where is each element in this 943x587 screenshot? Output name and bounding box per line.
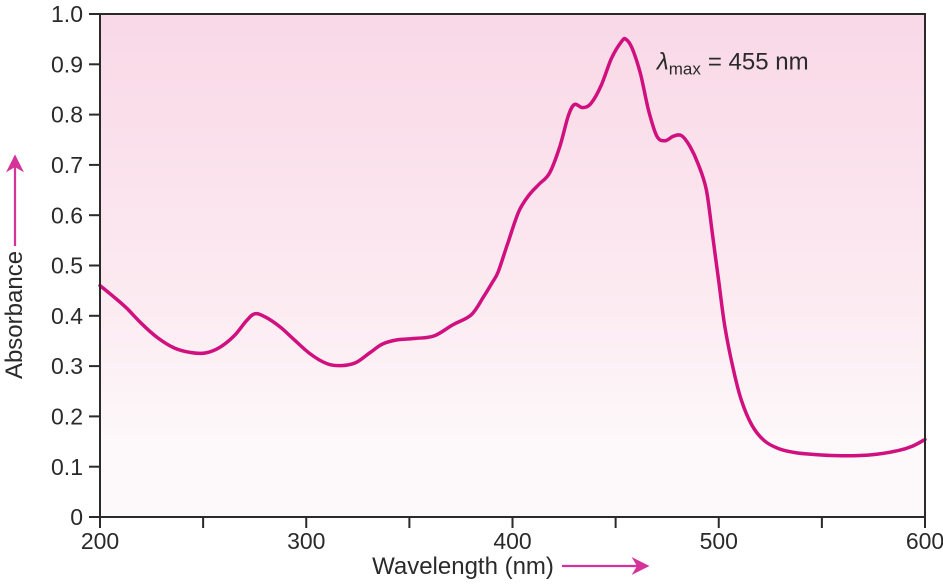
y-tick-label: 0.4 xyxy=(51,303,83,329)
y-tick-label: 0.2 xyxy=(51,403,83,429)
y-axis-ticks xyxy=(89,13,100,518)
y-axis-title-group: Absorbance xyxy=(1,154,28,379)
y-tick-label: 0.3 xyxy=(51,353,83,379)
plot-background xyxy=(100,14,925,517)
x-axis-label: Wavelength (nm) xyxy=(372,553,554,580)
x-tick-label: 300 xyxy=(287,528,325,554)
x-tick-label: 500 xyxy=(700,528,738,554)
y-tick-label: 0.9 xyxy=(51,51,83,77)
x-axis-title-group: Wavelength (nm) xyxy=(372,553,650,580)
x-axis-tick-labels: 200 300 400 500 600 xyxy=(81,528,943,554)
y-tick-label: 0.6 xyxy=(51,202,83,228)
y-axis-tick-labels: 0 0.1 0.2 0.3 0.4 0.5 0.6 0.7 0.8 0.9 1.0 xyxy=(51,1,83,530)
lambda-subscript: max xyxy=(669,59,702,78)
x-tick-label: 600 xyxy=(906,528,943,554)
x-axis-ticks xyxy=(99,517,926,528)
x-tick-label: 200 xyxy=(81,528,119,554)
y-tick-label: 0.1 xyxy=(51,454,83,480)
y-axis-label: Absorbance xyxy=(1,251,28,379)
y-tick-label: 1.0 xyxy=(51,1,83,27)
y-tick-label: 0.5 xyxy=(51,253,83,279)
x-tick-label: 400 xyxy=(493,528,531,554)
lambda-symbol: λ xyxy=(655,48,669,75)
y-tick-label: 0 xyxy=(70,504,83,530)
lambda-max-annotation: λmax = 455 nm xyxy=(655,48,809,78)
absorbance-curve xyxy=(98,36,927,458)
lambda-value: = 455 nm xyxy=(708,48,809,75)
y-tick-label: 0.7 xyxy=(51,152,83,178)
y-tick-label: 0.8 xyxy=(51,102,83,128)
plot-border xyxy=(99,13,926,518)
